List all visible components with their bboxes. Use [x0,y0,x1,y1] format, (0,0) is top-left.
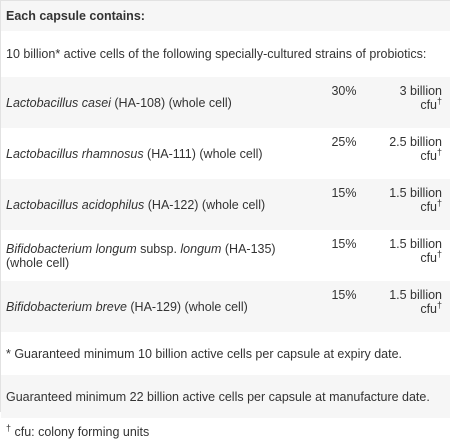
strain-detail: (HA-111) (whole cell) [143,146,263,161]
intro-row: 10 billion* active cells of the followin… [1,31,451,77]
strain-species: Lactobacillus casei [6,95,111,110]
footnote-cfu-text: cfu: colony forming units [11,425,150,439]
strain-name: Lactobacillus acidophilus (HA-122) (whol… [1,179,317,230]
footnote-row: Guaranteed minimum 22 billion active cel… [1,375,451,418]
dagger-mark: † [437,146,443,157]
supplement-facts-panel: Each capsule contains: 10 billion* activ… [0,0,450,439]
strain-amount: 2.5 billion [389,135,443,149]
strain-row: Bifidobacterium breve (HA-129) (whole ce… [1,281,451,332]
strain-name: Bifidobacterium longum subsp. longum (HA… [1,230,317,281]
strain-species: Lactobacillus rhamnosus [6,146,144,161]
strain-percent: 15% [317,230,371,281]
strain-row: Lactobacillus rhamnosus (HA-111) (whole … [1,128,451,179]
strain-name: Lactobacillus casei (HA-108) (whole cell… [1,77,317,128]
strain-detail: (HA-122) (whole cell) [144,197,266,212]
footnote-manufacture: Guaranteed minimum 22 billion active cel… [1,375,451,418]
strain-detail: subsp. [136,241,181,256]
dagger-mark: † [437,248,443,259]
strain-percent: 30% [317,77,371,128]
strain-unit: cfu [420,149,437,163]
strain-subspecies: longum [180,241,222,256]
strain-amount: 1.5 billion [389,186,443,200]
strain-detail: (HA-108) (whole cell) [110,95,232,110]
strain-name: Bifidobacterium breve (HA-129) (whole ce… [1,281,317,332]
strain-row: Lactobacillus casei (HA-108) (whole cell… [1,77,451,128]
strain-amount-cell: 3 billion cfu† [371,77,451,128]
strain-row: Lactobacillus acidophilus (HA-122) (whol… [1,179,451,230]
table-header-row: Each capsule contains: [1,1,451,31]
strain-name: Lactobacillus rhamnosus (HA-111) (whole … [1,128,317,179]
ingredients-table: Each capsule contains: 10 billion* activ… [1,1,451,446]
dagger-mark: † [437,197,443,208]
strain-species: Bifidobacterium longum [6,241,137,256]
strain-detail: (HA-129) (whole cell) [126,299,248,314]
table-heading: Each capsule contains: [1,1,451,31]
strain-unit: cfu [420,302,437,316]
footnote-cfu: † cfu: colony forming units [1,418,451,446]
dagger-mark: † [437,95,443,106]
footnote-row: * Guaranteed minimum 10 billion active c… [1,332,451,375]
dagger-mark: † [437,299,443,310]
strain-unit: cfu [420,251,437,265]
strain-row: Bifidobacterium longum subsp. longum (HA… [1,230,451,281]
strain-amount-cell: 2.5 billion cfu† [371,128,451,179]
strain-species: Lactobacillus acidophilus [6,197,145,212]
strain-percent: 25% [317,128,371,179]
strain-unit: cfu [420,200,437,214]
strain-amount-cell: 1.5 billion cfu† [371,230,451,281]
strain-percent: 15% [317,179,371,230]
strain-amount: 1.5 billion [389,288,443,302]
strain-amount-cell: 1.5 billion cfu† [371,179,451,230]
strain-unit: cfu [420,98,437,112]
footnote-expiry: * Guaranteed minimum 10 billion active c… [1,332,451,375]
strain-percent: 15% [317,281,371,332]
footnote-row: † cfu: colony forming units [1,418,451,446]
strain-amount-cell: 1.5 billion cfu† [371,281,451,332]
intro-text: 10 billion* active cells of the followin… [1,31,451,77]
strain-amount: 3 billion [399,84,443,98]
strain-species: Bifidobacterium breve [6,299,127,314]
strain-detail-2: (HA-135) (whole cell) [6,241,276,270]
strain-amount: 1.5 billion [389,237,443,251]
